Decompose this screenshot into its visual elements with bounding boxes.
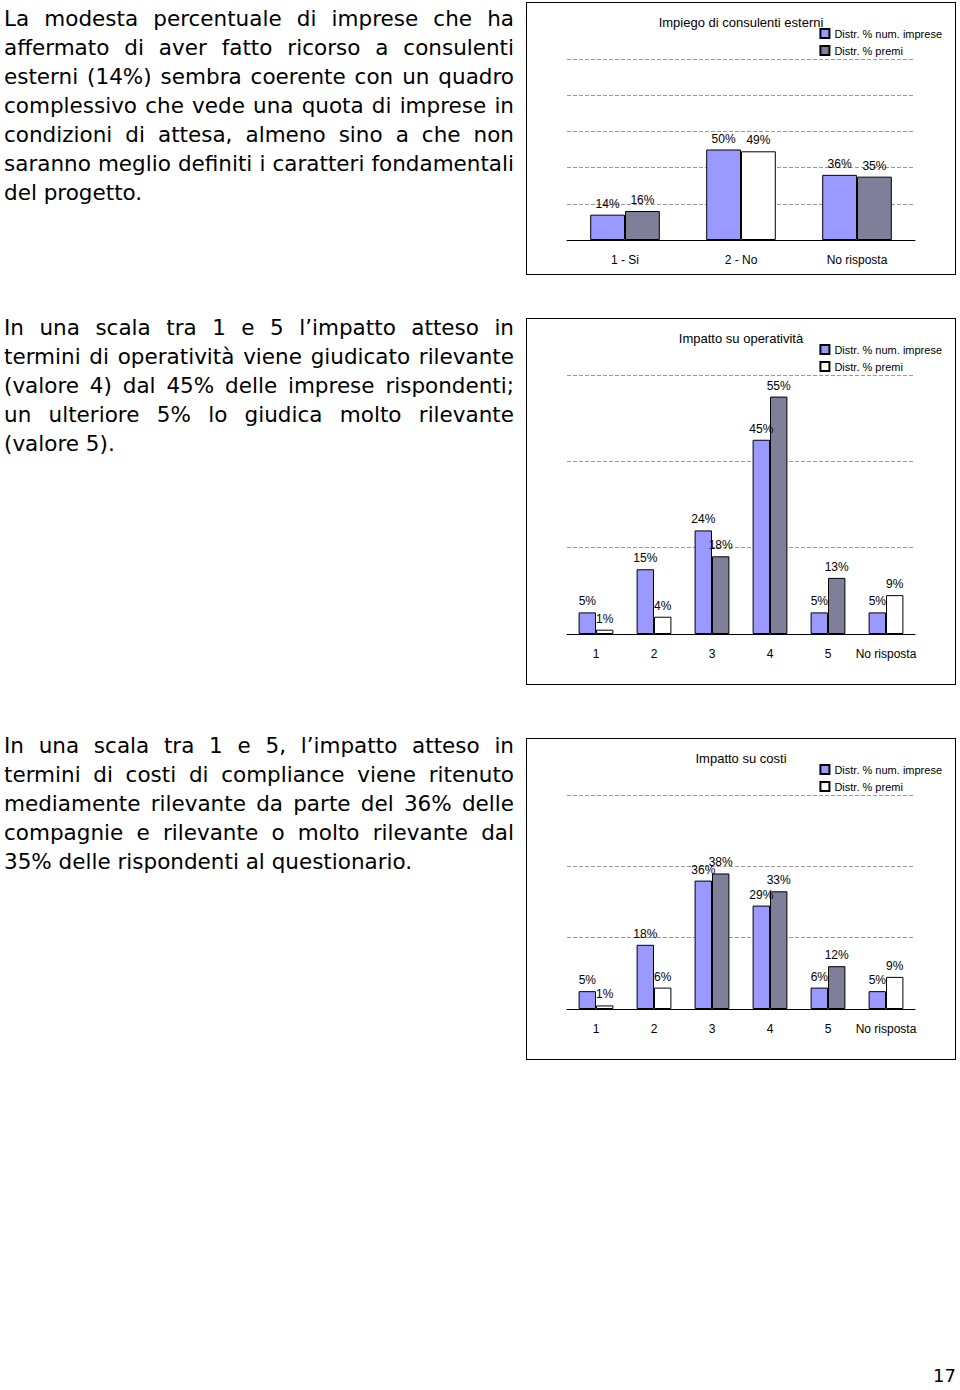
svg-text:9%: 9% <box>886 959 904 973</box>
svg-text:49%: 49% <box>746 133 770 147</box>
svg-text:45%: 45% <box>749 422 773 436</box>
svg-text:5: 5 <box>825 647 832 661</box>
svg-text:18%: 18% <box>709 538 733 552</box>
svg-text:36%: 36% <box>828 157 852 171</box>
svg-text:5%: 5% <box>811 594 829 608</box>
svg-text:No risposta: No risposta <box>827 253 888 267</box>
svg-text:3: 3 <box>709 647 716 661</box>
svg-text:Distr. % num. imprese: Distr. % num. imprese <box>834 28 942 40</box>
svg-text:18%: 18% <box>633 927 657 941</box>
svg-text:36%: 36% <box>691 862 716 877</box>
svg-text:1 - Si: 1 - Si <box>611 253 639 267</box>
svg-text:3: 3 <box>709 1022 716 1036</box>
svg-text:1%: 1% <box>596 987 614 1001</box>
svg-text:2 - No: 2 - No <box>725 253 758 267</box>
svg-text:14%: 14% <box>596 197 620 211</box>
svg-text:5%: 5% <box>579 973 597 987</box>
html-text:In una scala tra 1 e 5 l’impat: In una scala tra 1 e 5 l’impatto atteso … <box>4 315 514 456</box>
svg-text:13%: 13% <box>825 560 849 574</box>
html-text:In una scala tra 1 e 5, l’impa: In una scala tra 1 e 5, l’impatto atteso… <box>4 733 514 874</box>
svg-text:5%: 5% <box>869 973 887 987</box>
svg-text:33%: 33% <box>767 873 791 887</box>
svg-text:Distr. % premi: Distr. % premi <box>834 781 902 793</box>
svg-text:5: 5 <box>825 1022 832 1036</box>
svg-text:16%: 16% <box>630 193 654 207</box>
svg-text:29%: 29% <box>749 888 773 902</box>
svg-text:55%: 55% <box>767 379 791 393</box>
svg-text:Impatto su costi: Impatto su costi <box>695 751 786 766</box>
svg-text:5%: 5% <box>579 594 597 608</box>
svg-text:15%: 15% <box>633 551 657 565</box>
svg-text:12%: 12% <box>825 948 849 962</box>
svg-text:35%: 35% <box>862 159 886 173</box>
html-text:La modesta percentuale di impr: La modesta percentuale di imprese che ha… <box>4 6 514 205</box>
svg-text:1: 1 <box>593 647 600 661</box>
svg-text:4: 4 <box>767 647 774 661</box>
html-text:17: 17 <box>933 1365 956 1386</box>
svg-text:Impatto su operatività: Impatto su operatività <box>679 331 804 346</box>
svg-text:Distr. % premi: Distr. % premi <box>834 361 902 373</box>
svg-text:2: 2 <box>651 1022 658 1036</box>
svg-text:1: 1 <box>593 1022 600 1036</box>
svg-text:4: 4 <box>767 1022 774 1036</box>
svg-text:Impiego di consulenti esterni: Impiego di consulenti esterni <box>659 15 824 30</box>
svg-text:6%: 6% <box>654 970 672 984</box>
svg-text:4%: 4% <box>654 599 672 613</box>
svg-text:Distr. % num. imprese: Distr. % num. imprese <box>834 764 942 776</box>
svg-text:No risposta: No risposta <box>856 647 917 661</box>
svg-text:5%: 5% <box>869 594 887 608</box>
svg-text:50%: 50% <box>712 132 736 146</box>
svg-text:6%: 6% <box>811 970 829 984</box>
svg-text:No risposta: No risposta <box>856 1022 917 1036</box>
svg-text:2: 2 <box>651 647 658 661</box>
svg-text:38%: 38% <box>709 855 733 869</box>
svg-text:24%: 24% <box>691 512 715 526</box>
svg-text:9%: 9% <box>886 577 904 591</box>
svg-text:Distr. % num. imprese: Distr. % num. imprese <box>834 344 942 356</box>
svg-text:Distr. % premi: Distr. % premi <box>834 45 902 57</box>
svg-text:1%: 1% <box>596 612 614 626</box>
